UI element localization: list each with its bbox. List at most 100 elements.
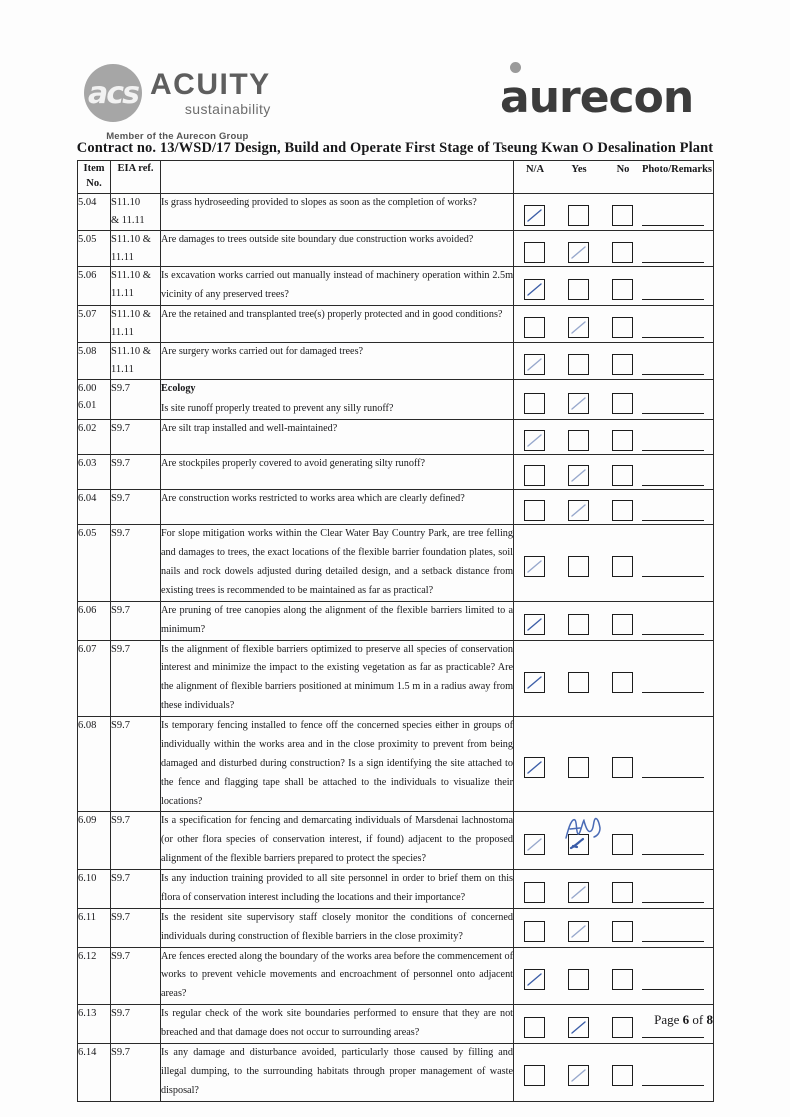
checkbox-yes[interactable] xyxy=(568,613,589,635)
acuity-logo-row: acs ACUITY sustainability xyxy=(84,64,271,122)
checkbox-no[interactable] xyxy=(612,500,633,522)
remarks-write-line[interactable] xyxy=(642,261,704,263)
checkbox-yes[interactable] xyxy=(568,920,589,942)
remarks-write-line[interactable] xyxy=(642,373,704,375)
remarks-write-line[interactable] xyxy=(642,1037,704,1039)
checkbox-na[interactable] xyxy=(524,882,545,903)
checkbox-no[interactable] xyxy=(612,969,633,990)
remarks-write-line[interactable] xyxy=(642,337,704,339)
checkbox-no[interactable] xyxy=(612,465,633,487)
remarks-write-line[interactable] xyxy=(642,520,704,522)
cell-eia-ref: S11.10 & 11.11 xyxy=(110,266,161,307)
cell-marks xyxy=(513,489,714,526)
checkbox-yes[interactable] xyxy=(568,465,589,487)
checkbox-yes[interactable] xyxy=(568,279,589,301)
checkbox-yes[interactable] xyxy=(568,882,589,903)
remarks-write-line[interactable] xyxy=(642,576,704,578)
remarks-write-line[interactable] xyxy=(642,225,704,226)
checkbox-yes[interactable] xyxy=(568,1065,589,1087)
checkbox-no[interactable] xyxy=(612,392,633,414)
checkbox-yes[interactable] xyxy=(568,500,589,522)
remarks-write-line[interactable] xyxy=(642,1085,704,1087)
checkbox-no[interactable] xyxy=(612,1065,633,1087)
cell-question: Ecology Is site runoff properly treated t… xyxy=(160,378,514,421)
checkbox-na[interactable] xyxy=(524,833,545,855)
remarks-write-line[interactable] xyxy=(642,902,704,903)
question-section-heading: Ecology xyxy=(161,382,196,394)
checkbox-no[interactable] xyxy=(612,279,633,301)
checkbox-no[interactable] xyxy=(612,833,633,855)
checkbox-no[interactable] xyxy=(612,613,633,635)
remarks-write-line[interactable] xyxy=(642,633,704,635)
cell-eia-ref: S11.10 & 11.11 xyxy=(110,193,161,231)
table-row: 6.07 S9.7 Is the alignment of flexible bar… xyxy=(77,639,714,717)
checkbox-yes[interactable] xyxy=(568,556,589,578)
checkbox-no[interactable] xyxy=(612,430,633,452)
checkbox-no[interactable] xyxy=(612,1017,633,1039)
cell-marks xyxy=(513,266,714,307)
checkbox-yes[interactable] xyxy=(568,317,589,339)
checkbox-yes[interactable] xyxy=(568,241,589,263)
checkbox-yes[interactable] xyxy=(568,392,589,414)
checkbox-no[interactable] xyxy=(612,671,633,693)
cell-marks xyxy=(513,305,714,343)
question-text: Are stockpiles properly covered to avoid… xyxy=(161,458,426,470)
cell-marks xyxy=(513,378,714,421)
checkbox-na[interactable] xyxy=(524,430,545,452)
checkbox-no[interactable] xyxy=(612,920,633,942)
checkbox-na[interactable] xyxy=(524,556,545,578)
checkbox-na[interactable] xyxy=(524,969,545,990)
checkbox-yes[interactable] xyxy=(568,833,589,855)
remarks-write-line[interactable] xyxy=(642,989,704,990)
checkbox-na[interactable] xyxy=(524,317,545,339)
checkbox-yes[interactable] xyxy=(568,430,589,452)
checkbox-na[interactable] xyxy=(524,465,545,487)
cell-eia-ref: S9.7 xyxy=(110,907,161,948)
checkbox-no[interactable] xyxy=(612,556,633,578)
remarks-write-line[interactable] xyxy=(642,299,704,301)
checkbox-na[interactable] xyxy=(524,279,545,301)
checkbox-no[interactable] xyxy=(612,353,633,375)
checkbox-yes[interactable] xyxy=(568,353,589,375)
remarks-write-line[interactable] xyxy=(642,940,704,942)
checkbox-no[interactable] xyxy=(612,317,633,339)
checkbox-na[interactable] xyxy=(524,392,545,414)
checkbox-no[interactable] xyxy=(612,757,633,778)
remarks-write-line[interactable] xyxy=(642,485,704,487)
remarks-write-line[interactable] xyxy=(642,412,704,414)
cell-item-no: 6.12 xyxy=(77,946,111,1006)
cell-eia-ref: S9.7 xyxy=(110,639,161,717)
checkbox-na[interactable] xyxy=(524,241,545,263)
checkbox-yes[interactable] xyxy=(568,205,589,226)
checkbox-na[interactable] xyxy=(524,613,545,635)
checkbox-na[interactable] xyxy=(524,757,545,778)
remarks-write-line[interactable] xyxy=(642,777,704,778)
remarks-write-line[interactable] xyxy=(642,853,704,855)
cell-question: Is regular check of the work site bounda… xyxy=(160,1004,514,1044)
check-tick-icon xyxy=(571,469,586,482)
question-text: For slope mitigation works within the Cl… xyxy=(161,528,513,596)
cell-question: Are stockpiles properly covered to avoid… xyxy=(160,454,514,491)
checkbox-yes[interactable] xyxy=(568,757,589,778)
checkbox-na[interactable] xyxy=(524,1017,545,1039)
checkbox-na[interactable] xyxy=(524,353,545,375)
checkbox-na[interactable] xyxy=(524,671,545,693)
question-text: Are pruning of tree canopies along the a… xyxy=(161,604,513,635)
remarks-write-line[interactable] xyxy=(642,691,704,693)
checkbox-yes[interactable] xyxy=(568,671,589,693)
checkbox-na[interactable] xyxy=(524,205,545,226)
cell-item-no: 6.13 xyxy=(77,1004,111,1044)
checkbox-no[interactable] xyxy=(612,241,633,263)
checkbox-na[interactable] xyxy=(524,500,545,522)
table-header-row: Item No. EIA ref. N/A Yes No Photo/Remar… xyxy=(77,160,714,194)
checkbox-na[interactable] xyxy=(524,920,545,942)
checkbox-no[interactable] xyxy=(612,205,633,226)
checkbox-na[interactable] xyxy=(524,1065,545,1087)
checkbox-yes[interactable] xyxy=(568,969,589,990)
remarks-write-line[interactable] xyxy=(642,450,704,452)
checkbox-no[interactable] xyxy=(612,882,633,903)
column-header-marks: N/A Yes No Photo/Remarks xyxy=(513,160,714,194)
marks-inner xyxy=(514,1044,713,1087)
cell-eia-ref: S11.10 & 11.11 xyxy=(110,229,161,268)
